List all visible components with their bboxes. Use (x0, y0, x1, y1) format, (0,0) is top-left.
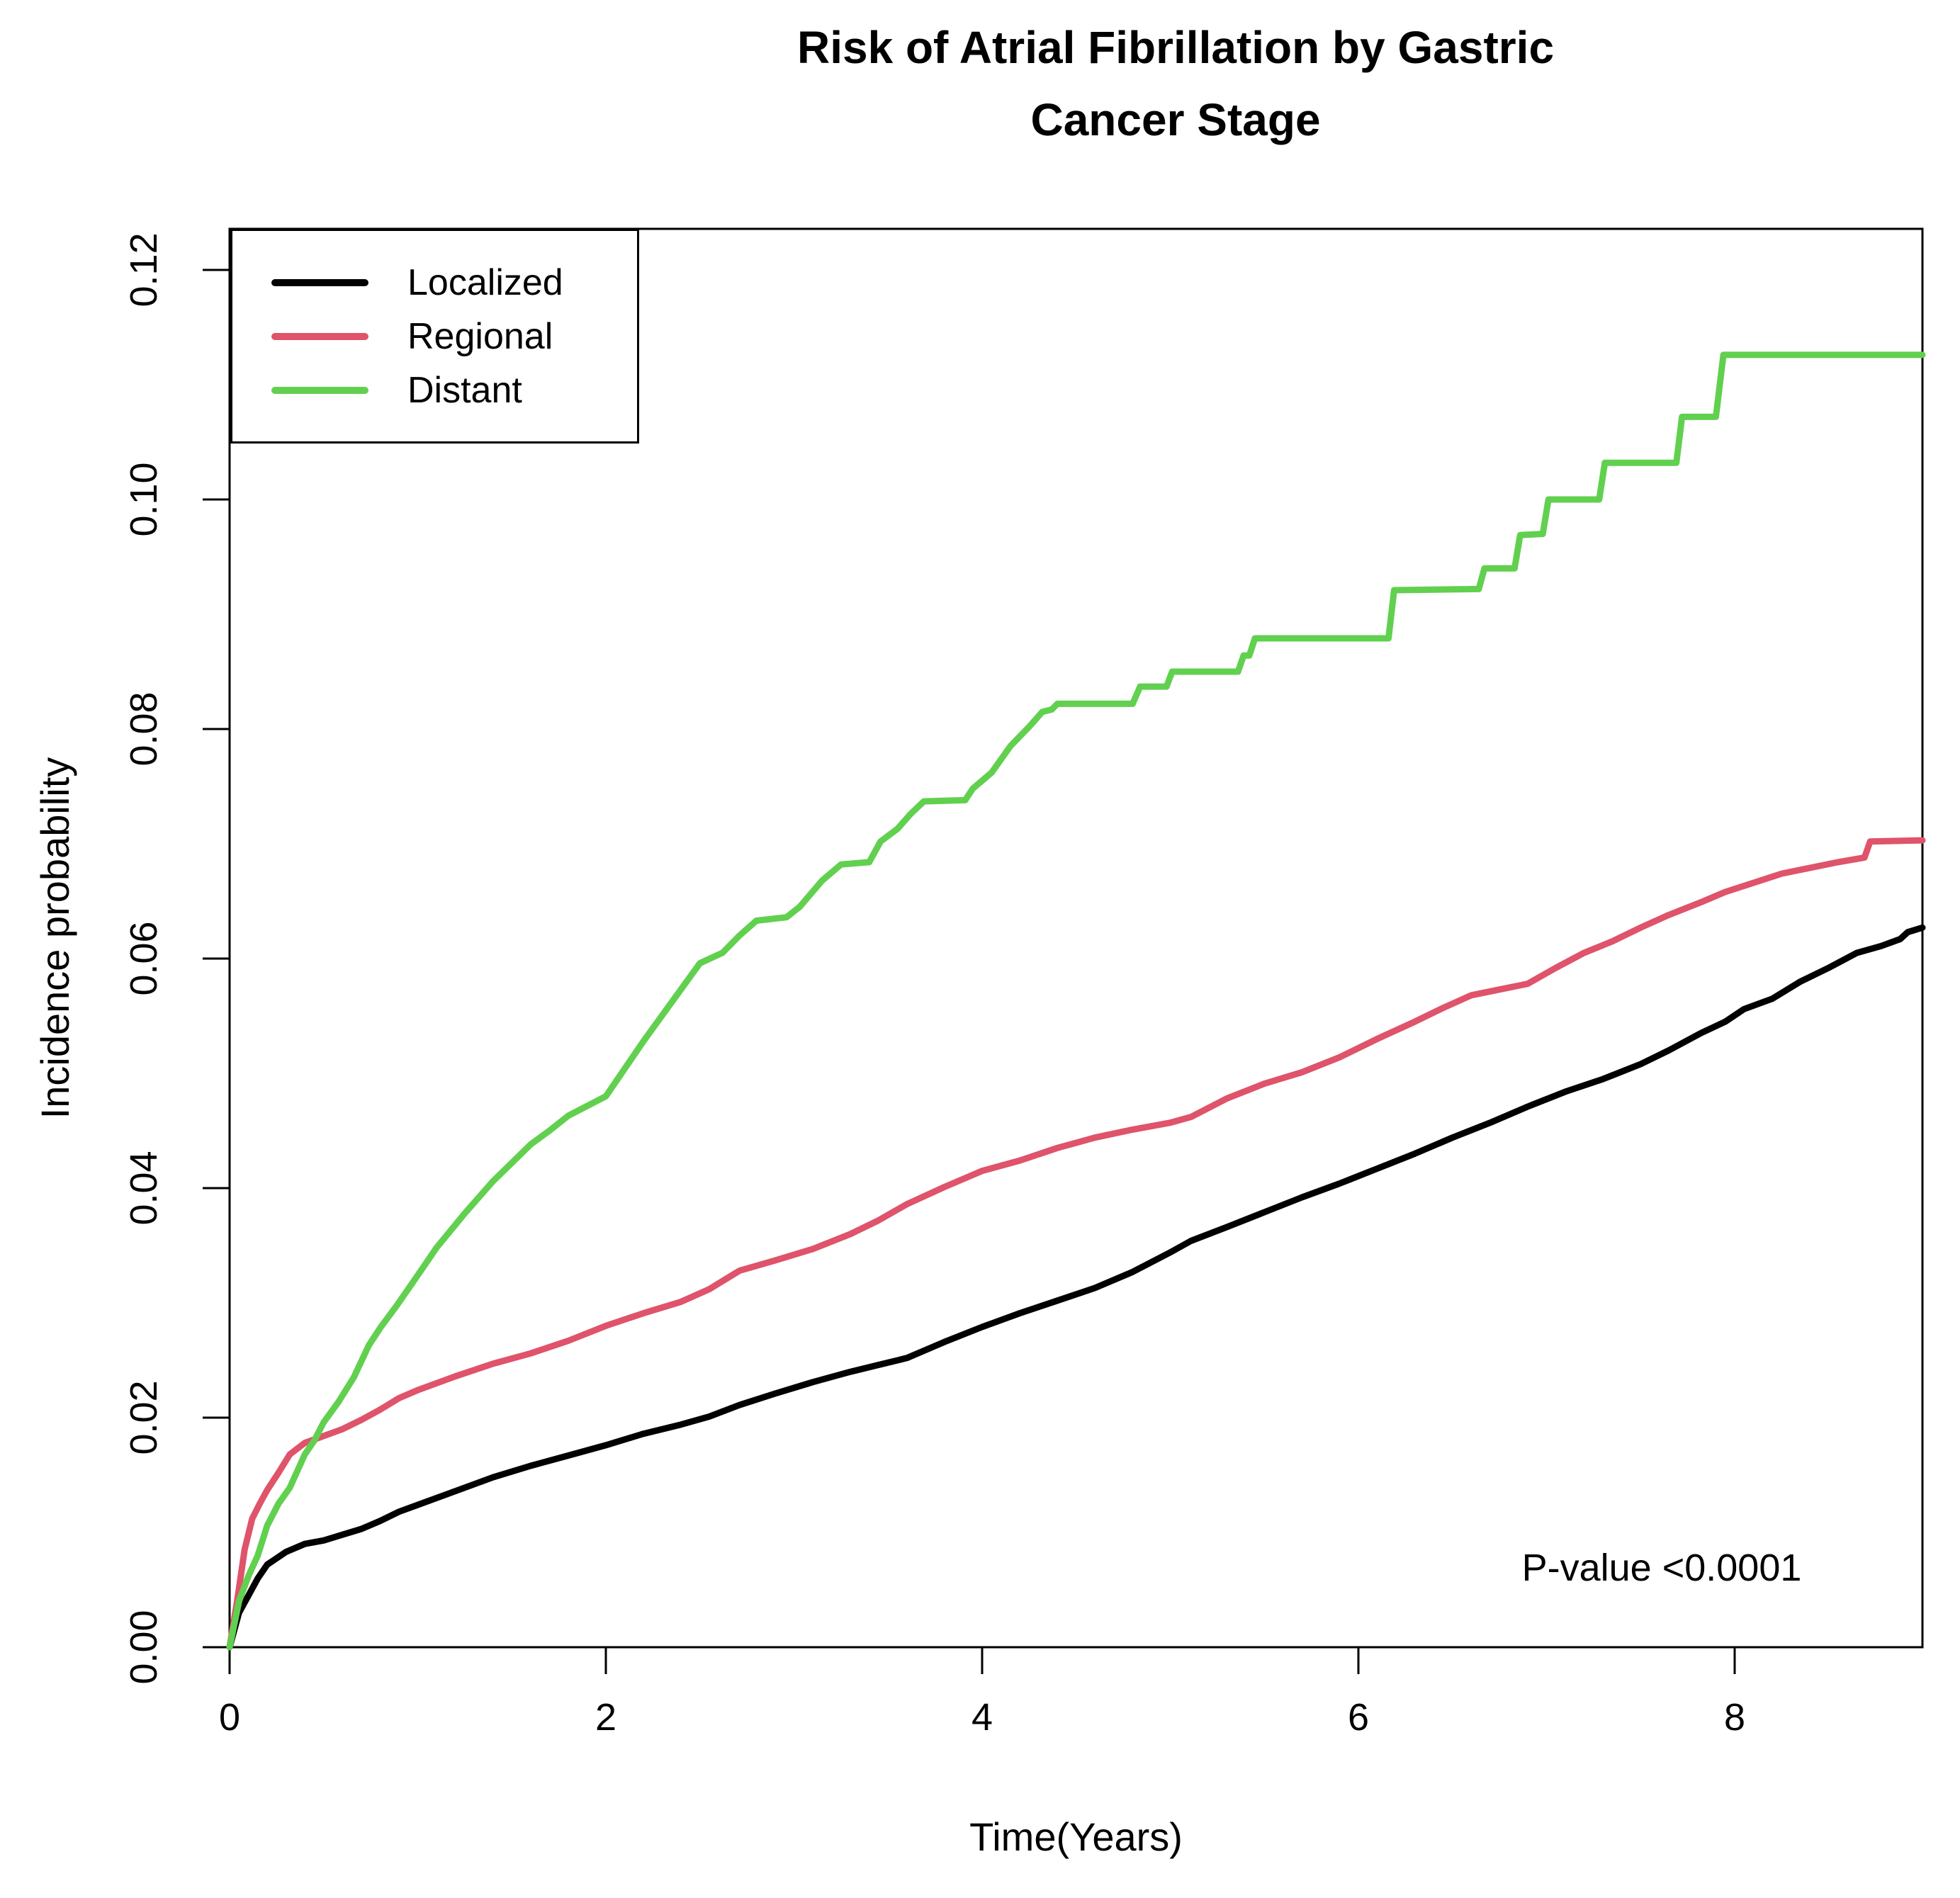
legend-item-distant: Distant (271, 363, 637, 417)
plot-border (228, 227, 1924, 1649)
y-tick-label: 0.12 (123, 232, 165, 307)
legend-line-localized (271, 279, 368, 286)
legend-item-regional: Regional (271, 310, 637, 363)
legend: Localized Regional Distant (230, 229, 639, 444)
p-value-annotation: P-value <0.0001 (1521, 1547, 1802, 1589)
curve-localized (226, 924, 1926, 1651)
x-tick-label: 4 (971, 1696, 993, 1739)
chart-title: Risk of Atrial Fibrillation by Gastric C… (391, 11, 1960, 156)
legend-line-regional (271, 333, 368, 340)
y-tick-label: 0.06 (123, 921, 165, 995)
curve-regional (226, 837, 1926, 1651)
curve-distant (226, 351, 1926, 1651)
x-axis-title: Time(Years) (969, 1814, 1183, 1859)
legend-item-localized: Localized (271, 256, 637, 310)
y-tick-label: 0.02 (123, 1380, 165, 1454)
legend-line-distant (271, 387, 368, 394)
y-tick-label: 0.10 (123, 462, 165, 536)
x-tick-label: 2 (595, 1696, 616, 1739)
y-tick-label: 0.04 (123, 1151, 165, 1225)
legend-label-regional: Regional (407, 316, 553, 357)
y-tick-label: 0.00 (123, 1610, 165, 1684)
y-axis-title: Incidence probability (33, 757, 77, 1119)
y-tick-label: 0.08 (123, 691, 165, 766)
x-tick-label: 0 (219, 1696, 240, 1739)
x-tick-label: 6 (1348, 1696, 1369, 1739)
legend-label-localized: Localized (407, 262, 563, 303)
chart-title-line-2: Cancer Stage (1030, 94, 1321, 145)
chart-title-line-1: Risk of Atrial Fibrillation by Gastric (796, 22, 1555, 73)
x-tick-label: 8 (1724, 1696, 1745, 1739)
legend-label-distant: Distant (407, 370, 522, 411)
